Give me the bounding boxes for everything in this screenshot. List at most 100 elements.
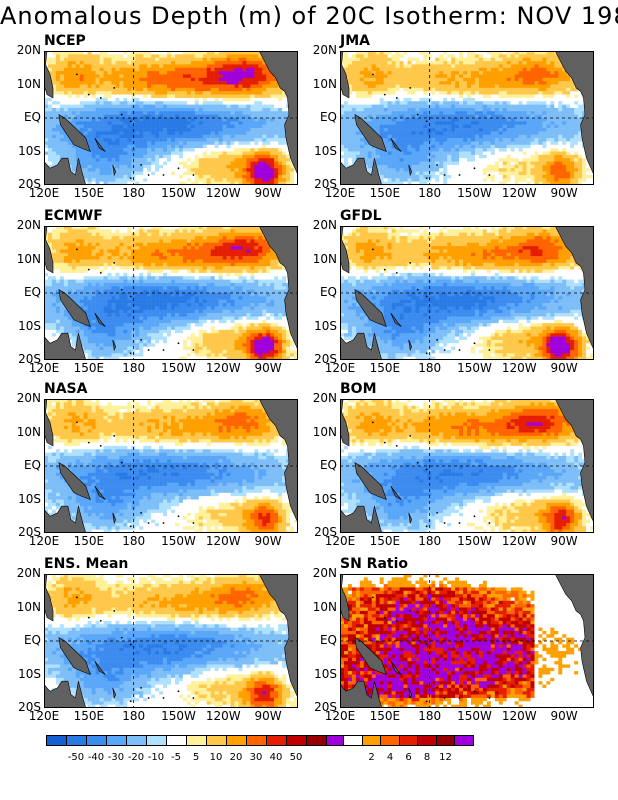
land-polygon — [408, 339, 413, 352]
lon-tick-label: 120E — [325, 534, 356, 548]
island-dot — [162, 174, 165, 176]
island-dot — [395, 272, 398, 274]
lat-tick-label: EQ — [11, 285, 41, 299]
island-dot — [76, 248, 78, 251]
land-polygon — [112, 512, 117, 525]
island-dot — [436, 687, 438, 689]
lon-tick-label: 150E — [74, 186, 105, 200]
land-polygon — [44, 332, 87, 360]
island-dot — [162, 522, 165, 524]
colorbar-swatch — [435, 735, 455, 746]
panel-title: BOM — [340, 381, 377, 397]
colorbar-label: -30 — [108, 752, 124, 763]
lat-tick-label: 10N — [307, 600, 337, 614]
lat-tick-label: 10N — [11, 252, 41, 266]
colorbar-swatch — [398, 735, 418, 746]
land-polygon — [354, 637, 387, 676]
island-dot — [120, 113, 123, 116]
island-dot — [395, 97, 398, 99]
panel-sn-ratio — [340, 574, 594, 708]
lat-tick-label: 10N — [307, 425, 337, 439]
lon-tick-label: 120W — [502, 361, 537, 375]
island-dot — [416, 113, 419, 116]
lon-tick-label: 120W — [502, 709, 537, 723]
heatmap-map — [340, 226, 594, 360]
lat-tick-label: 20N — [307, 566, 337, 580]
island-dot — [425, 643, 428, 646]
island-dot — [383, 616, 386, 619]
island-dot — [120, 288, 123, 291]
lon-tick-label: 150E — [370, 534, 401, 548]
land-polygon — [58, 462, 91, 501]
land-polygon — [44, 157, 87, 185]
land-mask — [340, 574, 594, 708]
lat-tick-label: 10S — [11, 492, 41, 506]
colorbar-label: 5 — [193, 752, 199, 763]
island-dot — [192, 349, 195, 351]
land-mask — [44, 574, 298, 708]
lat-tick-label: 20S — [307, 525, 337, 539]
lon-tick-label: 120E — [325, 709, 356, 723]
land-polygon — [408, 512, 413, 525]
land-mask — [44, 51, 298, 185]
land-polygon — [554, 226, 594, 351]
colorbar-swatch — [246, 735, 267, 746]
island-dot — [76, 73, 78, 76]
lat-tick-label: EQ — [11, 458, 41, 472]
colorbar-swatch — [206, 735, 227, 746]
panel-title: SN Ratio — [340, 556, 408, 572]
island-dot — [488, 174, 491, 176]
island-dot — [162, 697, 165, 699]
colorbar-swatch — [86, 735, 107, 746]
panel-bom — [340, 399, 594, 533]
lat-tick-label: 20N — [307, 218, 337, 232]
heatmap-map — [340, 399, 594, 533]
lat-tick-label: 20N — [11, 391, 41, 405]
colorbar-label: -5 — [171, 752, 181, 763]
lon-tick-label: 180 — [122, 186, 145, 200]
island-dot — [99, 97, 102, 99]
island-dot — [76, 421, 78, 424]
lon-tick-label: 180 — [122, 709, 145, 723]
island-dot — [129, 177, 132, 180]
lat-tick-label: EQ — [11, 633, 41, 647]
island-dot — [416, 288, 419, 291]
island-dot — [129, 700, 132, 703]
land-mask — [340, 226, 594, 360]
island-dot — [192, 697, 195, 699]
colorbar-swatch — [454, 735, 474, 746]
land-polygon — [44, 505, 87, 533]
land-polygon — [258, 226, 298, 351]
lat-tick-label: 20N — [11, 43, 41, 57]
island-dot — [147, 522, 150, 524]
island-dot — [87, 268, 90, 271]
colorbar-swatch — [380, 735, 400, 746]
lon-tick-label: 150E — [74, 361, 105, 375]
reference-lines — [44, 574, 298, 708]
colorbar-label: -20 — [128, 752, 144, 763]
panel-gfdl — [340, 226, 594, 360]
land-polygon — [258, 399, 298, 524]
land-polygon — [58, 114, 91, 153]
heatmap-map — [44, 226, 298, 360]
lon-tick-label: 150W — [161, 534, 196, 548]
lat-tick-label: 10N — [307, 77, 337, 91]
land-polygon — [340, 157, 383, 185]
colorbar-label: 30 — [250, 752, 263, 763]
island-dot — [425, 700, 428, 703]
island-dot — [425, 468, 428, 471]
lat-tick-label: EQ — [307, 285, 337, 299]
lon-tick-label: 120W — [206, 361, 241, 375]
island-dot — [192, 522, 195, 524]
island-dot — [129, 468, 132, 471]
island-dot — [87, 441, 90, 444]
colorbar-swatch — [106, 735, 127, 746]
island-dot — [177, 167, 180, 170]
reference-lines — [340, 226, 594, 360]
lon-tick-label: 150E — [74, 709, 105, 723]
island-dot — [473, 167, 476, 170]
lon-tick-label: 90W — [255, 361, 282, 375]
island-dot — [443, 349, 446, 351]
lon-tick-label: 120E — [29, 709, 60, 723]
lat-tick-label: 10N — [11, 600, 41, 614]
